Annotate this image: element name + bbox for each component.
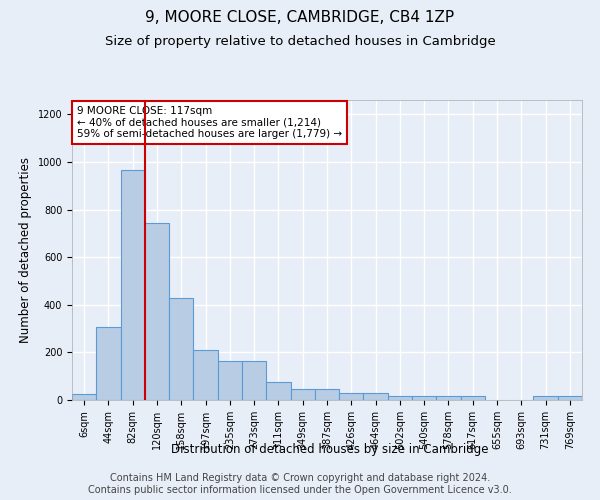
Bar [436,396,461,400]
Bar [242,360,266,400]
Text: 9 MOORE CLOSE: 117sqm
← 40% of detached houses are smaller (1,214)
59% of semi-d: 9 MOORE CLOSE: 117sqm ← 40% of detached … [77,106,342,139]
Bar [315,388,339,400]
Bar [193,350,218,400]
Bar [339,393,364,400]
Text: Contains HM Land Registry data © Crown copyright and database right 2024.
Contai: Contains HM Land Registry data © Crown c… [88,474,512,495]
Text: Distribution of detached houses by size in Cambridge: Distribution of detached houses by size … [171,442,489,456]
Bar [169,298,193,400]
Bar [558,396,582,400]
Bar [145,222,169,400]
Y-axis label: Number of detached properties: Number of detached properties [19,157,32,343]
Bar [364,393,388,400]
Bar [266,382,290,400]
Bar [121,170,145,400]
Bar [388,396,412,400]
Bar [218,360,242,400]
Bar [96,328,121,400]
Bar [290,388,315,400]
Text: 9, MOORE CLOSE, CAMBRIDGE, CB4 1ZP: 9, MOORE CLOSE, CAMBRIDGE, CB4 1ZP [145,10,455,25]
Bar [533,396,558,400]
Bar [412,396,436,400]
Bar [461,396,485,400]
Text: Size of property relative to detached houses in Cambridge: Size of property relative to detached ho… [104,35,496,48]
Bar [72,394,96,400]
